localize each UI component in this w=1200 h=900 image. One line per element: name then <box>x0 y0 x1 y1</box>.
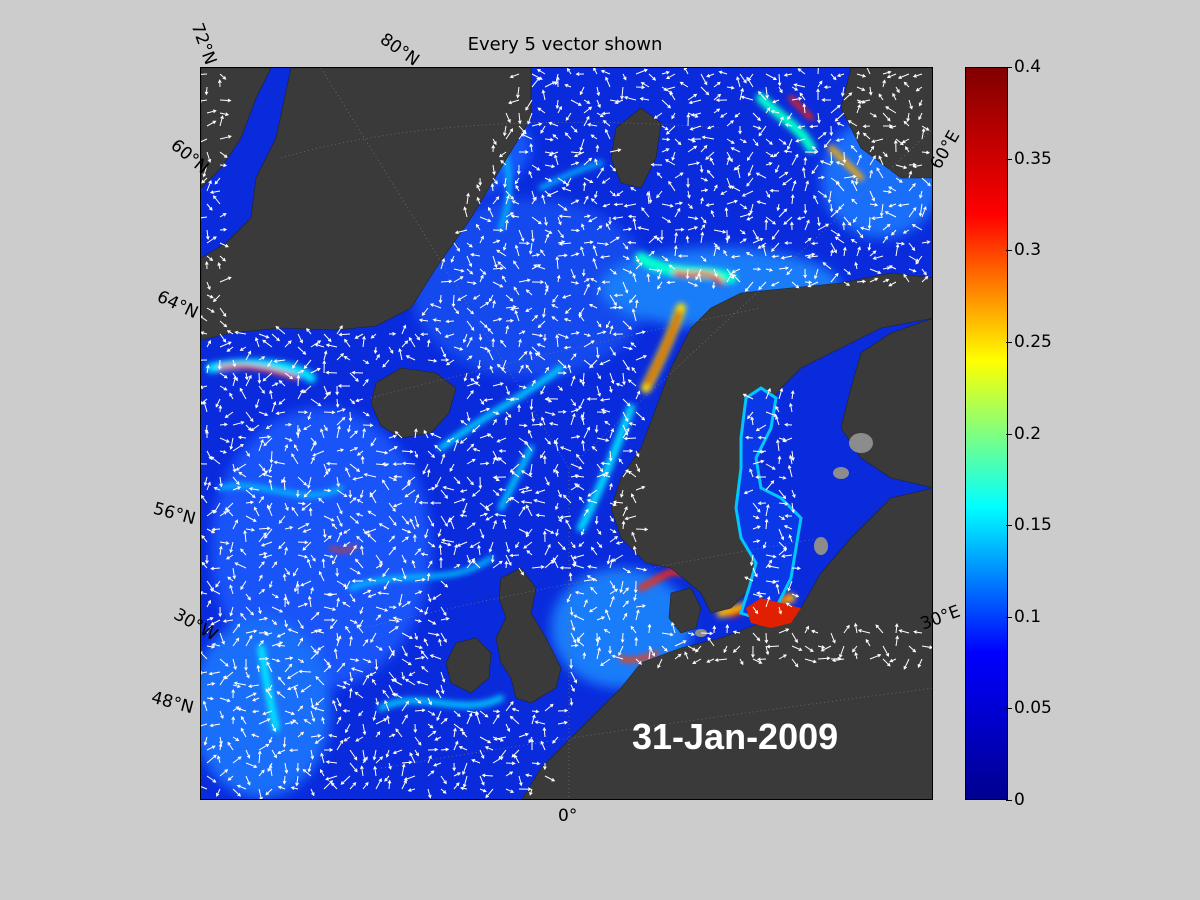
graticule <box>280 68 932 799</box>
colorbar-tick-label: 0.2 <box>1005 423 1042 444</box>
plot-title: Every 5 vector shown <box>467 34 663 55</box>
colorbar-tick-label: 0.3 <box>1005 240 1042 261</box>
current-streaks <box>206 75 864 732</box>
lat-label-72n: 72°N <box>186 20 221 68</box>
iceland <box>370 367 457 439</box>
colorbar-tick-label: 0.05 <box>1006 698 1052 719</box>
date-label: 31-Jan-2009 <box>632 716 839 757</box>
land-masses <box>201 68 932 799</box>
denmark <box>668 587 702 634</box>
lat-label-48n: 48°N <box>149 687 196 719</box>
continental-europe <box>521 488 932 799</box>
colorbar-ticks: 0 0.05 0.1 0.15 0.2 0.25 0.3 0.35 0.4 <box>1005 57 1068 810</box>
lat-label-64n: 64°N <box>153 286 202 324</box>
lakes <box>695 433 873 637</box>
lon-label-0: 0° <box>558 806 578 826</box>
colorbar-tick-label: 0.25 <box>1006 331 1052 352</box>
greenland-west <box>201 68 272 189</box>
kola-peninsula <box>840 68 932 179</box>
scandinavia <box>610 272 932 614</box>
svalbard <box>610 107 662 189</box>
colorbar-tick-label: 0 <box>1006 790 1025 810</box>
ireland <box>445 637 492 694</box>
colorbar-tick-label: 0.15 <box>1006 515 1052 536</box>
colorbar <box>965 67 1008 800</box>
velocity-vectors <box>201 68 932 799</box>
colorbar-tick-label: 0.1 <box>1005 606 1042 627</box>
colorbar-tick-label: 0.4 <box>1005 57 1042 77</box>
great-britain <box>495 567 562 704</box>
baltic-sea <box>734 386 803 620</box>
current-speed-map <box>200 67 933 800</box>
lat-label-56n: 56°N <box>151 498 198 530</box>
colorbar-tick-label: 0.35 <box>1006 148 1052 169</box>
map-svg <box>201 68 932 799</box>
